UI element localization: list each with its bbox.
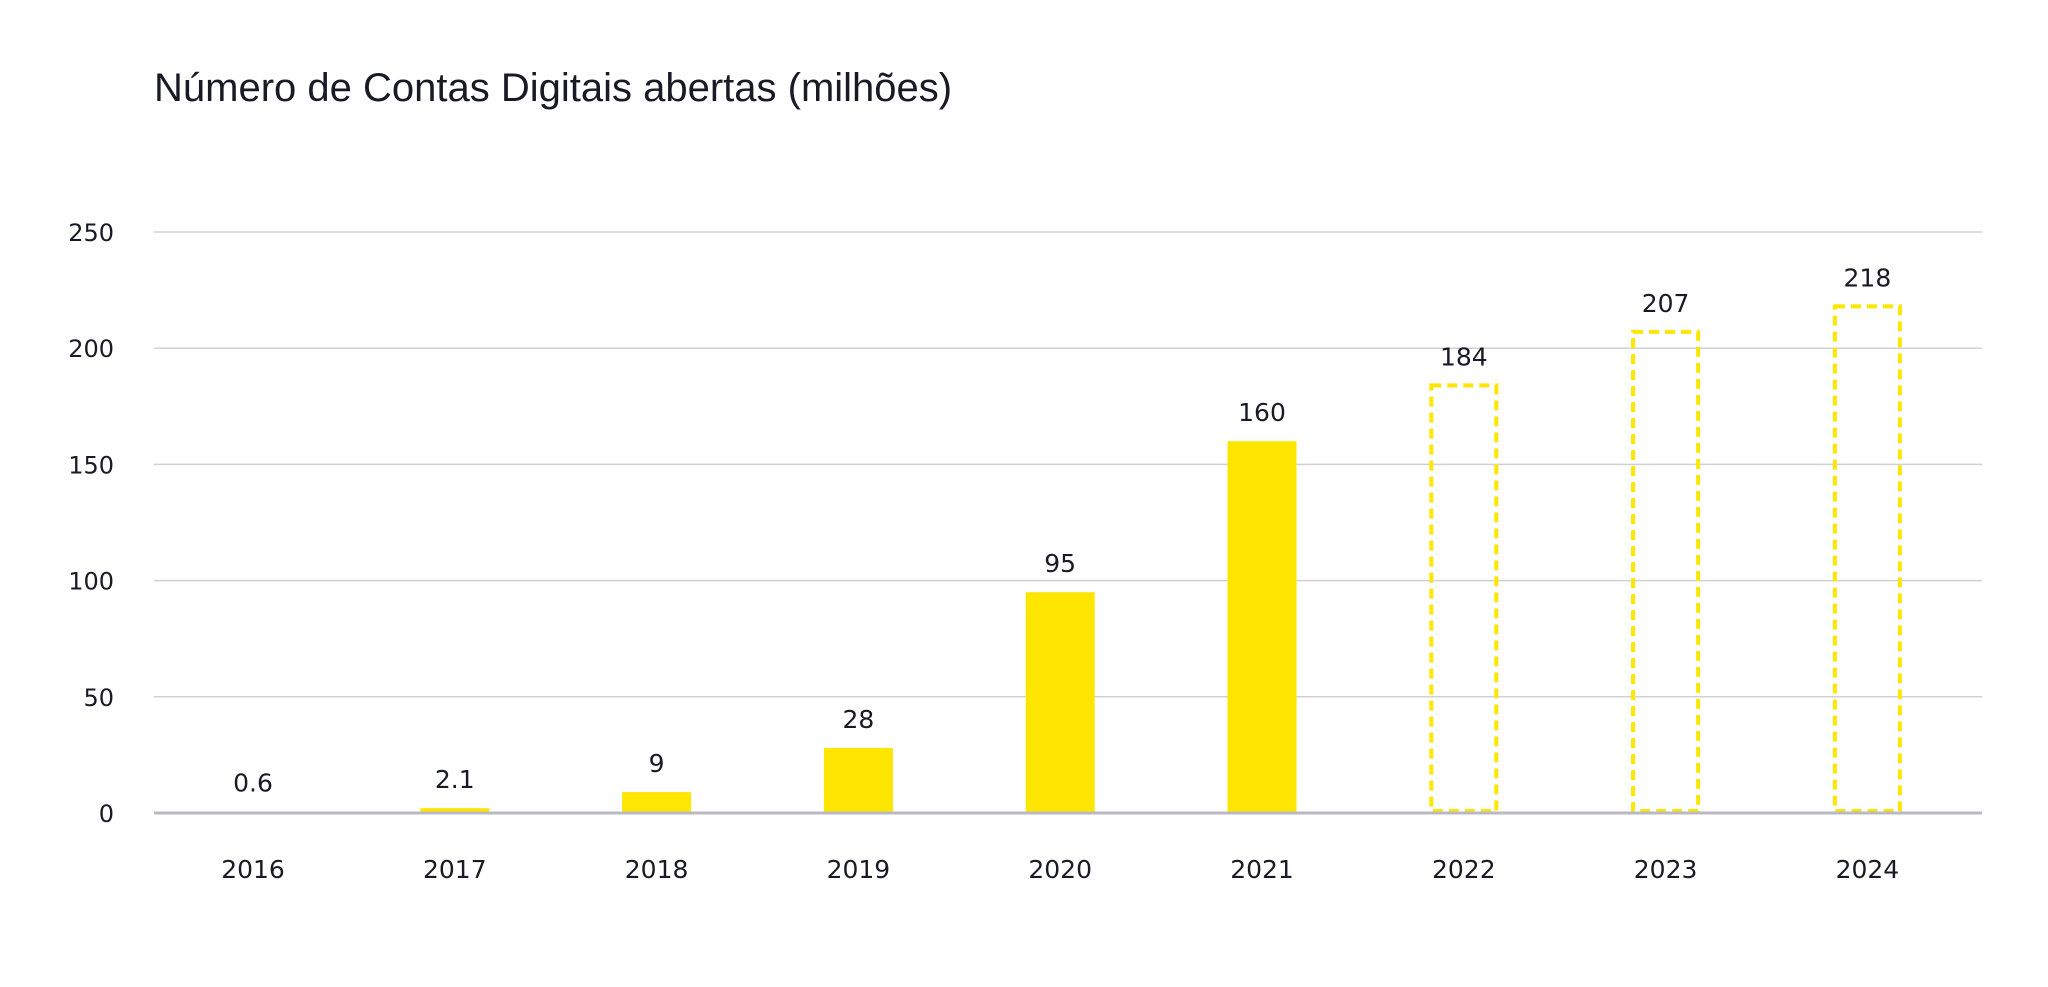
y-tick-label: 100: [68, 568, 114, 596]
data-labels: 0.6 2.1 9 28 95 160 184 207 218: [233, 263, 1891, 797]
y-tick-label: 0: [99, 800, 114, 828]
data-label: 207: [1642, 289, 1690, 318]
x-tick-label: 2024: [1836, 855, 1900, 884]
chart-title: Número de Contas Digitais abertas (milhõ…: [154, 66, 953, 110]
bar-projected: [1832, 304, 1902, 813]
gridlines: [154, 231, 1982, 698]
data-label: 95: [1044, 549, 1076, 578]
bar: [420, 808, 490, 813]
bar: [1227, 441, 1297, 813]
data-label: 28: [842, 705, 874, 734]
x-tick-label: 2019: [827, 855, 891, 884]
data-label: 218: [1844, 263, 1892, 292]
x-tick-label: 2023: [1634, 855, 1698, 884]
bar: [1025, 592, 1095, 813]
x-axis-ticks: 2016 2017 2018 2019 2020 2021 2022 2023 2024: [221, 855, 1899, 884]
x-tick-label: 2018: [625, 855, 689, 884]
y-axis-ticks: 0 50 100 150 200 250: [68, 219, 114, 828]
bar-projected: [1429, 383, 1499, 813]
data-label: 2.1: [435, 765, 475, 794]
bar: [622, 792, 692, 813]
bar-projected: [1631, 329, 1701, 813]
bar: [823, 747, 893, 813]
x-tick-label: 2017: [423, 855, 487, 884]
data-label: 184: [1440, 342, 1488, 371]
y-tick-label: 50: [83, 684, 114, 712]
x-tick-label: 2020: [1028, 855, 1092, 884]
x-tick-label: 2022: [1432, 855, 1496, 884]
data-label: 160: [1238, 398, 1286, 427]
y-tick-label: 150: [68, 451, 114, 479]
x-tick-label: 2016: [221, 855, 285, 884]
y-tick-label: 250: [68, 219, 114, 247]
x-tick-label: 2021: [1230, 855, 1294, 884]
y-tick-label: 200: [68, 335, 114, 363]
data-label: 9: [649, 749, 665, 778]
bars: [218, 304, 1902, 813]
data-label: 0.6: [233, 769, 273, 798]
